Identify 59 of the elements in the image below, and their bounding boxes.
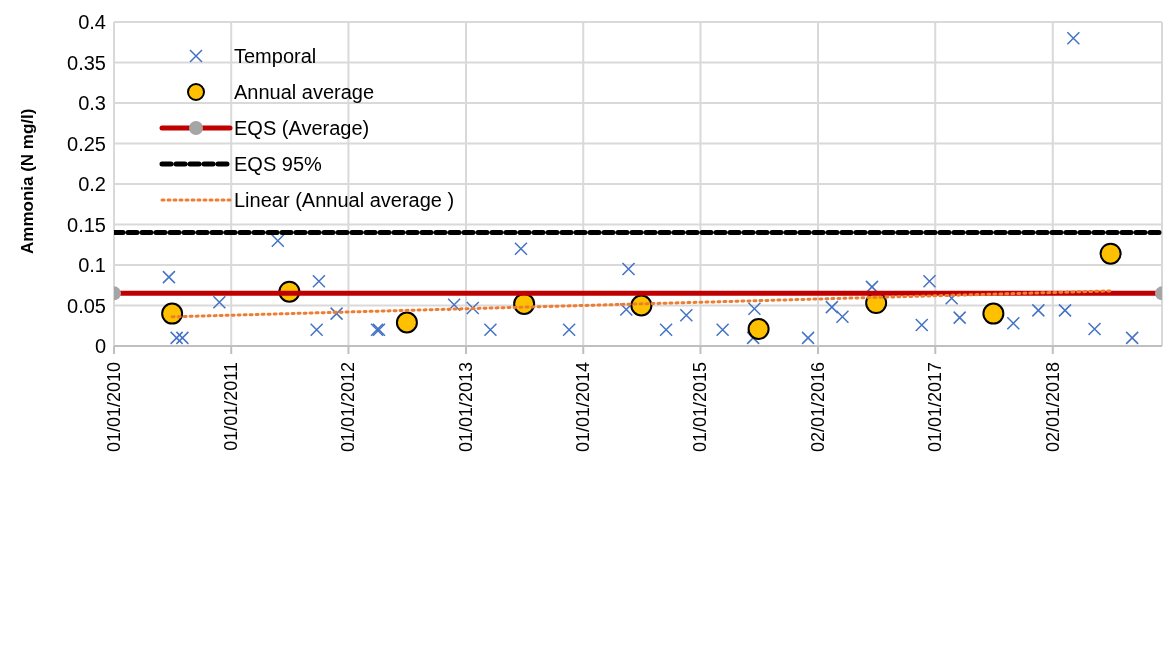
point bbox=[825, 300, 839, 314]
point bbox=[1066, 31, 1081, 45]
point bbox=[212, 295, 227, 310]
legend-label: EQS (Average) bbox=[234, 116, 370, 140]
y-tick-label: 0.2 bbox=[78, 173, 106, 196]
x-tick-label: 02/01/2016 bbox=[808, 362, 829, 453]
x-tick-label: 01/01/2015 bbox=[690, 362, 711, 453]
point bbox=[1125, 331, 1139, 345]
point bbox=[619, 302, 634, 317]
legend-label: Linear (Annual average ) bbox=[234, 188, 455, 212]
point bbox=[835, 310, 850, 324]
point bbox=[1031, 303, 1046, 318]
y-tick-label: 0.35 bbox=[67, 51, 106, 74]
legend-label: Temporal bbox=[234, 44, 317, 68]
point bbox=[915, 318, 929, 332]
point bbox=[1006, 316, 1021, 331]
y-axis-title: Ammonia (N mg/l) bbox=[18, 108, 38, 254]
x-tick-label: 01/01/2017 bbox=[925, 362, 946, 453]
point bbox=[329, 306, 344, 321]
point bbox=[1087, 322, 1102, 336]
point bbox=[982, 302, 1005, 325]
point bbox=[466, 301, 480, 315]
x-tick-label: 01/01/2012 bbox=[338, 362, 359, 453]
point bbox=[1099, 242, 1122, 265]
point bbox=[679, 308, 694, 322]
point bbox=[715, 323, 730, 337]
y-tick-label: 0.05 bbox=[67, 294, 106, 317]
y-tick-label: 0.4 bbox=[78, 11, 106, 34]
point bbox=[562, 323, 576, 337]
point bbox=[161, 302, 184, 325]
y-tick-label: 0 bbox=[94, 335, 106, 358]
x-tick-label: 01/01/2010 bbox=[104, 362, 124, 453]
x-tick-label: 01/01/2014 bbox=[573, 362, 594, 453]
x-tick-label: 01/01/2013 bbox=[456, 362, 477, 453]
x-tick-label: 02/01/2018 bbox=[1042, 362, 1063, 453]
point bbox=[747, 317, 770, 340]
point bbox=[514, 242, 528, 256]
point bbox=[952, 310, 967, 325]
y-tick-label: 0.15 bbox=[67, 213, 106, 236]
point bbox=[621, 262, 636, 276]
x-tick-label: 01/01/2011 bbox=[221, 362, 242, 451]
point bbox=[922, 274, 937, 288]
y-tick-label: 0.25 bbox=[67, 132, 106, 155]
point bbox=[309, 323, 324, 337]
point bbox=[175, 331, 190, 345]
point bbox=[659, 323, 673, 337]
point bbox=[395, 311, 418, 334]
point bbox=[483, 323, 498, 337]
legend-label: EQS 95% bbox=[234, 152, 322, 176]
point bbox=[271, 233, 285, 248]
point bbox=[312, 274, 326, 288]
point bbox=[1058, 303, 1072, 318]
y-tick-label: 0.1 bbox=[78, 254, 106, 277]
legend-label: Annual average bbox=[234, 80, 375, 104]
point bbox=[747, 301, 762, 316]
point bbox=[162, 270, 176, 284]
point bbox=[169, 331, 184, 345]
point bbox=[801, 331, 815, 345]
y-tick-label: 0.3 bbox=[78, 92, 106, 115]
